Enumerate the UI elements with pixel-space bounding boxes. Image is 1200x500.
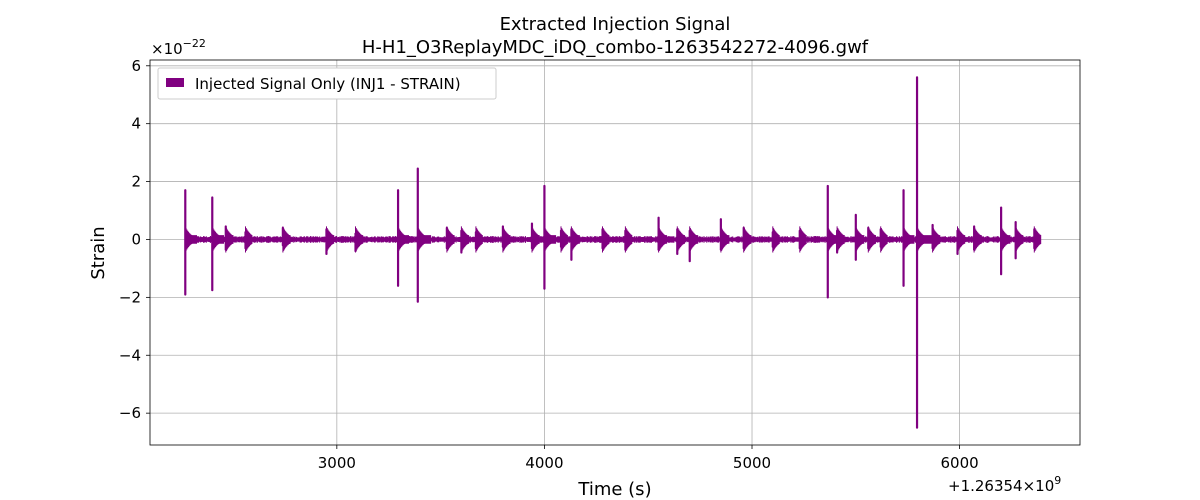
plot-area <box>150 60 1080 445</box>
x-tick-label: 5000 <box>733 454 771 472</box>
y-scale-base: ×10 <box>151 40 183 58</box>
svg-text:+1.26354×109: +1.26354×109 <box>948 474 1061 495</box>
x-offset-exponent: 9 <box>1054 474 1061 487</box>
y-axis-label: Strain <box>88 226 109 279</box>
y-tick-label: −4 <box>119 346 141 364</box>
x-tick-label: 6000 <box>941 454 979 472</box>
y-scale-exponent: −22 <box>183 37 206 50</box>
legend: Injected Signal Only (INJ1 - STRAIN) <box>157 67 497 100</box>
x-axis-label: Time (s) <box>577 479 651 500</box>
y-axis-ticks: −6 −4 −2 0 2 4 6 <box>119 57 150 422</box>
chart-title: Extracted Injection Signal <box>500 14 731 35</box>
y-tick-label: −2 <box>119 288 141 306</box>
y-scale-multiplier: ×10−22 <box>151 37 206 58</box>
x-offset-label: +1.26354×109 <box>948 474 1061 495</box>
svg-text:×10−22: ×10−22 <box>151 37 206 58</box>
y-tick-label: 4 <box>131 115 141 133</box>
grid <box>150 60 1080 445</box>
data-series <box>184 76 1042 429</box>
chart-subtitle: H-H1_O3ReplayMDC_iDQ_combo-1263542272-40… <box>362 37 869 58</box>
x-offset-base: +1.26354×10 <box>948 477 1054 495</box>
legend-swatch <box>166 78 184 87</box>
y-tick-label: 2 <box>131 173 141 191</box>
x-tick-label: 4000 <box>525 454 563 472</box>
y-tick-label: 0 <box>131 230 141 248</box>
y-tick-label: 6 <box>131 57 141 75</box>
x-tick-label: 3000 <box>318 454 356 472</box>
legend-box <box>157 67 497 100</box>
x-axis-ticks: 3000 4000 5000 6000 <box>318 445 979 472</box>
plot-frame <box>149 59 1081 446</box>
legend-label: Injected Signal Only (INJ1 - STRAIN) <box>195 75 461 93</box>
y-tick-label: −6 <box>119 404 141 422</box>
